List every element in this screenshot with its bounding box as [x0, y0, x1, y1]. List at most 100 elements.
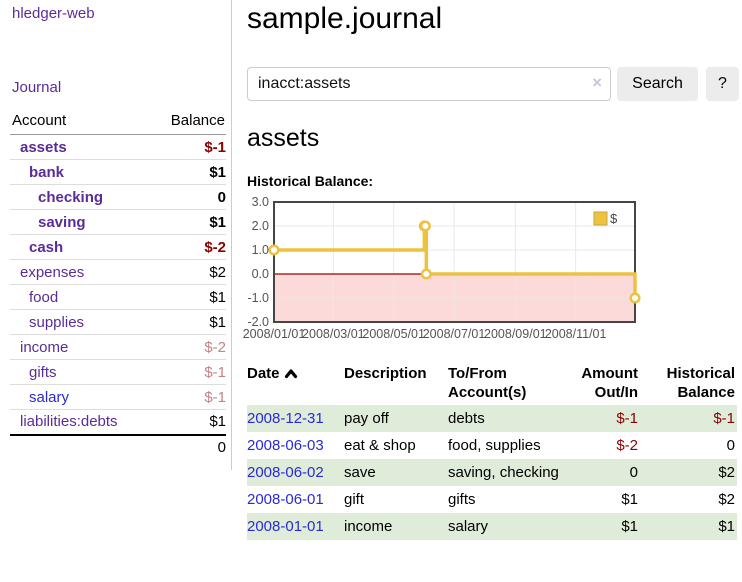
transaction-amount: $1 [621, 518, 638, 535]
account-row: salary $-1 [10, 384, 226, 410]
register-table: Date Description To/From Account(s) Amou… [247, 361, 737, 540]
account-row: food $1 [10, 284, 226, 310]
account-row: assets $-1 [10, 134, 226, 160]
transaction-balance: $2 [718, 491, 735, 508]
account-link[interactable]: salary [29, 388, 70, 406]
transaction-balance: $-1 [713, 410, 735, 427]
y-axis-tick-label: -2.0 [247, 315, 269, 329]
accounts-col-account: Account [10, 110, 151, 135]
account-balance: $1 [209, 313, 226, 331]
sidebar-item-journal[interactable]: Journal [12, 79, 62, 96]
accounts-total-row: 0 [10, 433, 226, 460]
transaction-row: 2008-06-02 save saving, checking 0 $2 [247, 459, 737, 486]
account-row: supplies $1 [10, 309, 226, 335]
account-link[interactable]: cash [29, 238, 64, 256]
y-axis-tick-label: 1.0 [252, 243, 269, 257]
y-axis-tick-label: 0.0 [252, 267, 269, 281]
transaction-date-link[interactable]: 2008-06-01 [247, 491, 324, 508]
register-col-description[interactable]: Description [344, 365, 427, 382]
brand-link[interactable]: hledger-web [12, 5, 95, 22]
account-balance: $-1 [204, 388, 226, 406]
account-balance: $1 [209, 413, 226, 431]
chart-border [273, 201, 636, 323]
account-balance: 0 [217, 188, 226, 206]
account-link[interactable]: assets [20, 138, 67, 156]
account-balance: $1 [209, 288, 226, 306]
transaction-amount: $-2 [616, 437, 638, 454]
transaction-amount: 0 [629, 464, 638, 481]
chart-label: Historical Balance: [247, 173, 374, 189]
account-row: cash $-2 [10, 234, 226, 260]
transaction-balance: $1 [718, 518, 735, 535]
accounts-total-value: 0 [150, 433, 226, 460]
account-row: liabilities:debts $1 [10, 409, 226, 435]
transaction-row: 2008-06-03 eat & shop food, supplies $-2… [247, 432, 737, 459]
register-col-accounts[interactable]: To/From Account(s) [448, 365, 527, 401]
account-row: saving $1 [10, 209, 226, 235]
account-link[interactable]: liabilities:debts [20, 413, 118, 431]
account-link[interactable]: bank [29, 163, 65, 181]
transaction-row: 2008-01-01 income salary $1 $1 [247, 513, 737, 540]
account-row: income $-2 [10, 334, 226, 360]
transaction-accounts: debts [448, 410, 485, 427]
transaction-amount: $-1 [616, 410, 638, 427]
search-box: × [247, 67, 611, 101]
transaction-description: gift [344, 491, 365, 508]
clear-search-icon[interactable]: × [592, 73, 602, 92]
x-axis-tick-label: 2008/09/01 [484, 327, 547, 341]
accounts-header-row: Account Balance [10, 110, 226, 135]
account-link[interactable]: expenses [20, 263, 85, 281]
transaction-date-link[interactable]: 2008-12-31 [247, 410, 324, 427]
help-button[interactable]: ? [706, 67, 739, 101]
transaction-description: eat & shop [344, 437, 416, 454]
account-link[interactable]: saving [38, 213, 86, 231]
account-link[interactable]: food [29, 288, 59, 306]
account-link[interactable]: checking [38, 188, 104, 206]
transaction-accounts: gifts [448, 491, 476, 508]
account-balance: $-2 [204, 338, 226, 356]
x-axis-tick-label: 2008/11/01 [545, 327, 607, 341]
chart-data-point [629, 292, 641, 304]
chart-data-point [420, 268, 432, 280]
account-balance: $-1 [204, 363, 226, 381]
register-col-balance[interactable]: Historical Balance [666, 365, 735, 401]
y-axis-tick-label: 2.0 [252, 219, 269, 233]
transaction-description: pay off [344, 410, 389, 427]
account-link[interactable]: supplies [29, 313, 85, 331]
transaction-date-link[interactable]: 2008-06-02 [247, 464, 324, 481]
transaction-row: 2008-12-31 pay off debts $-1 $-1 [247, 405, 737, 432]
transaction-amount: $1 [621, 491, 638, 508]
account-balance: $1 [209, 213, 226, 231]
account-row: bank $1 [10, 159, 226, 185]
chart-canvas: $3.0 2.0 1.0 0.0 -1.0 -2.02008/01/012008/03/0… [243, 195, 641, 341]
account-row: checking 0 [10, 184, 226, 210]
search-form: × Search ? [247, 67, 742, 101]
account-balance: $-2 [204, 238, 226, 256]
chart-data-point [419, 220, 431, 232]
search-input[interactable] [247, 67, 611, 101]
account-row: expenses $2 [10, 259, 226, 285]
historical-balance-chart: $3.0 2.0 1.0 0.0 -1.0 -2.0 2008/01/01 2008/03/0… [243, 195, 742, 346]
main-content: sample.journal × Search ? assets Histori… [232, 0, 742, 540]
transaction-description: income [344, 518, 393, 535]
accounts-balance-table: Account Balance assets $-1 bank $1 check… [10, 110, 226, 460]
account-balance: $-1 [204, 138, 226, 156]
account-link[interactable]: gifts [29, 363, 57, 381]
account-link[interactable]: income [20, 338, 69, 356]
sidebar: hledger-web Journal Account Balance asse… [0, 0, 232, 470]
transaction-date-link[interactable]: 2008-01-01 [247, 518, 324, 535]
page-title: sample.journal [247, 2, 443, 35]
account-balance: $1 [209, 163, 226, 181]
transaction-description: save [344, 464, 376, 481]
account-row: gifts $-1 [10, 359, 226, 385]
search-button[interactable]: Search [617, 67, 698, 101]
y-axis-tick-label: 3.0 [252, 195, 269, 209]
register-col-date[interactable]: Date [247, 361, 344, 405]
legend-label: $ [610, 211, 618, 226]
transaction-date-link[interactable]: 2008-06-03 [247, 437, 324, 454]
x-axis-tick-label: 2008/03/01 [302, 327, 365, 341]
account-balance: $2 [209, 263, 226, 281]
x-axis-tick-label: 2008/07/01 [423, 327, 486, 341]
register-col-amount[interactable]: Amount Out/In [581, 365, 638, 401]
transaction-accounts: food, supplies [448, 437, 541, 454]
